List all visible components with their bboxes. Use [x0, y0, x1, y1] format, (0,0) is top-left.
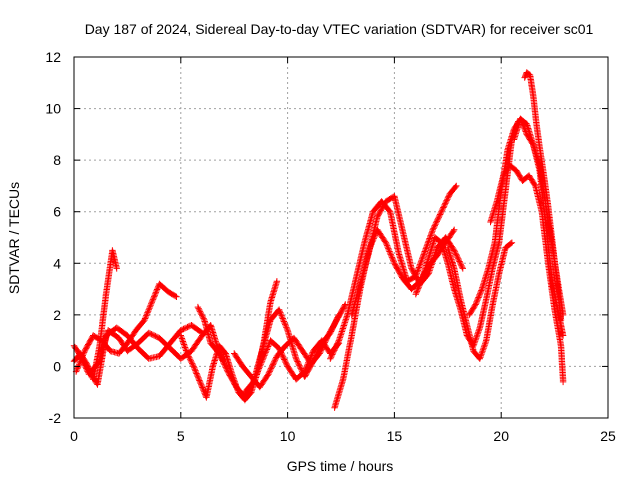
plot-frame	[73, 56, 609, 419]
x-tick-label: 5	[177, 428, 185, 444]
series-markers	[241, 337, 343, 396]
grid	[74, 57, 608, 418]
series-15	[487, 162, 567, 386]
series-markers	[487, 162, 567, 386]
data-points	[70, 69, 567, 411]
series-10	[327, 182, 460, 362]
y-tick-label: 10	[45, 101, 61, 117]
series-11	[348, 193, 466, 319]
y-tick-label: -2	[49, 410, 62, 426]
y-tick-label: 8	[53, 152, 61, 168]
x-tick-label: 20	[493, 428, 509, 444]
x-tick-label: 0	[70, 428, 78, 444]
series-8	[241, 337, 343, 396]
y-tick-label: 6	[53, 204, 61, 220]
x-tick-label: 25	[600, 428, 616, 444]
x-axis-label: GPS time / hours	[287, 458, 394, 474]
series-4	[77, 322, 227, 378]
series-17	[521, 69, 565, 324]
series-markers	[327, 182, 460, 362]
series-markers	[77, 322, 227, 378]
chart-title: Day 187 of 2024, Sidereal Day-to-day VTE…	[85, 21, 594, 37]
y-tick-label: 4	[53, 255, 61, 271]
series-2	[72, 280, 180, 375]
series-13	[444, 239, 516, 362]
y-axis-label: SDTVAR / TECUs	[6, 182, 22, 294]
x-tick-label: 10	[280, 428, 296, 444]
x-tick-label: 15	[387, 428, 403, 444]
series-markers	[521, 69, 565, 324]
series-markers	[72, 280, 180, 375]
axis-ticks: 0 5 10 15 20 25 -2 0 2 4 6 8 10 12	[45, 49, 616, 444]
series-markers	[444, 239, 516, 362]
y-tick-label: 2	[53, 307, 61, 323]
y-tick-label: 0	[53, 358, 61, 374]
series-markers	[348, 193, 466, 319]
y-tick-label: 12	[45, 49, 61, 65]
